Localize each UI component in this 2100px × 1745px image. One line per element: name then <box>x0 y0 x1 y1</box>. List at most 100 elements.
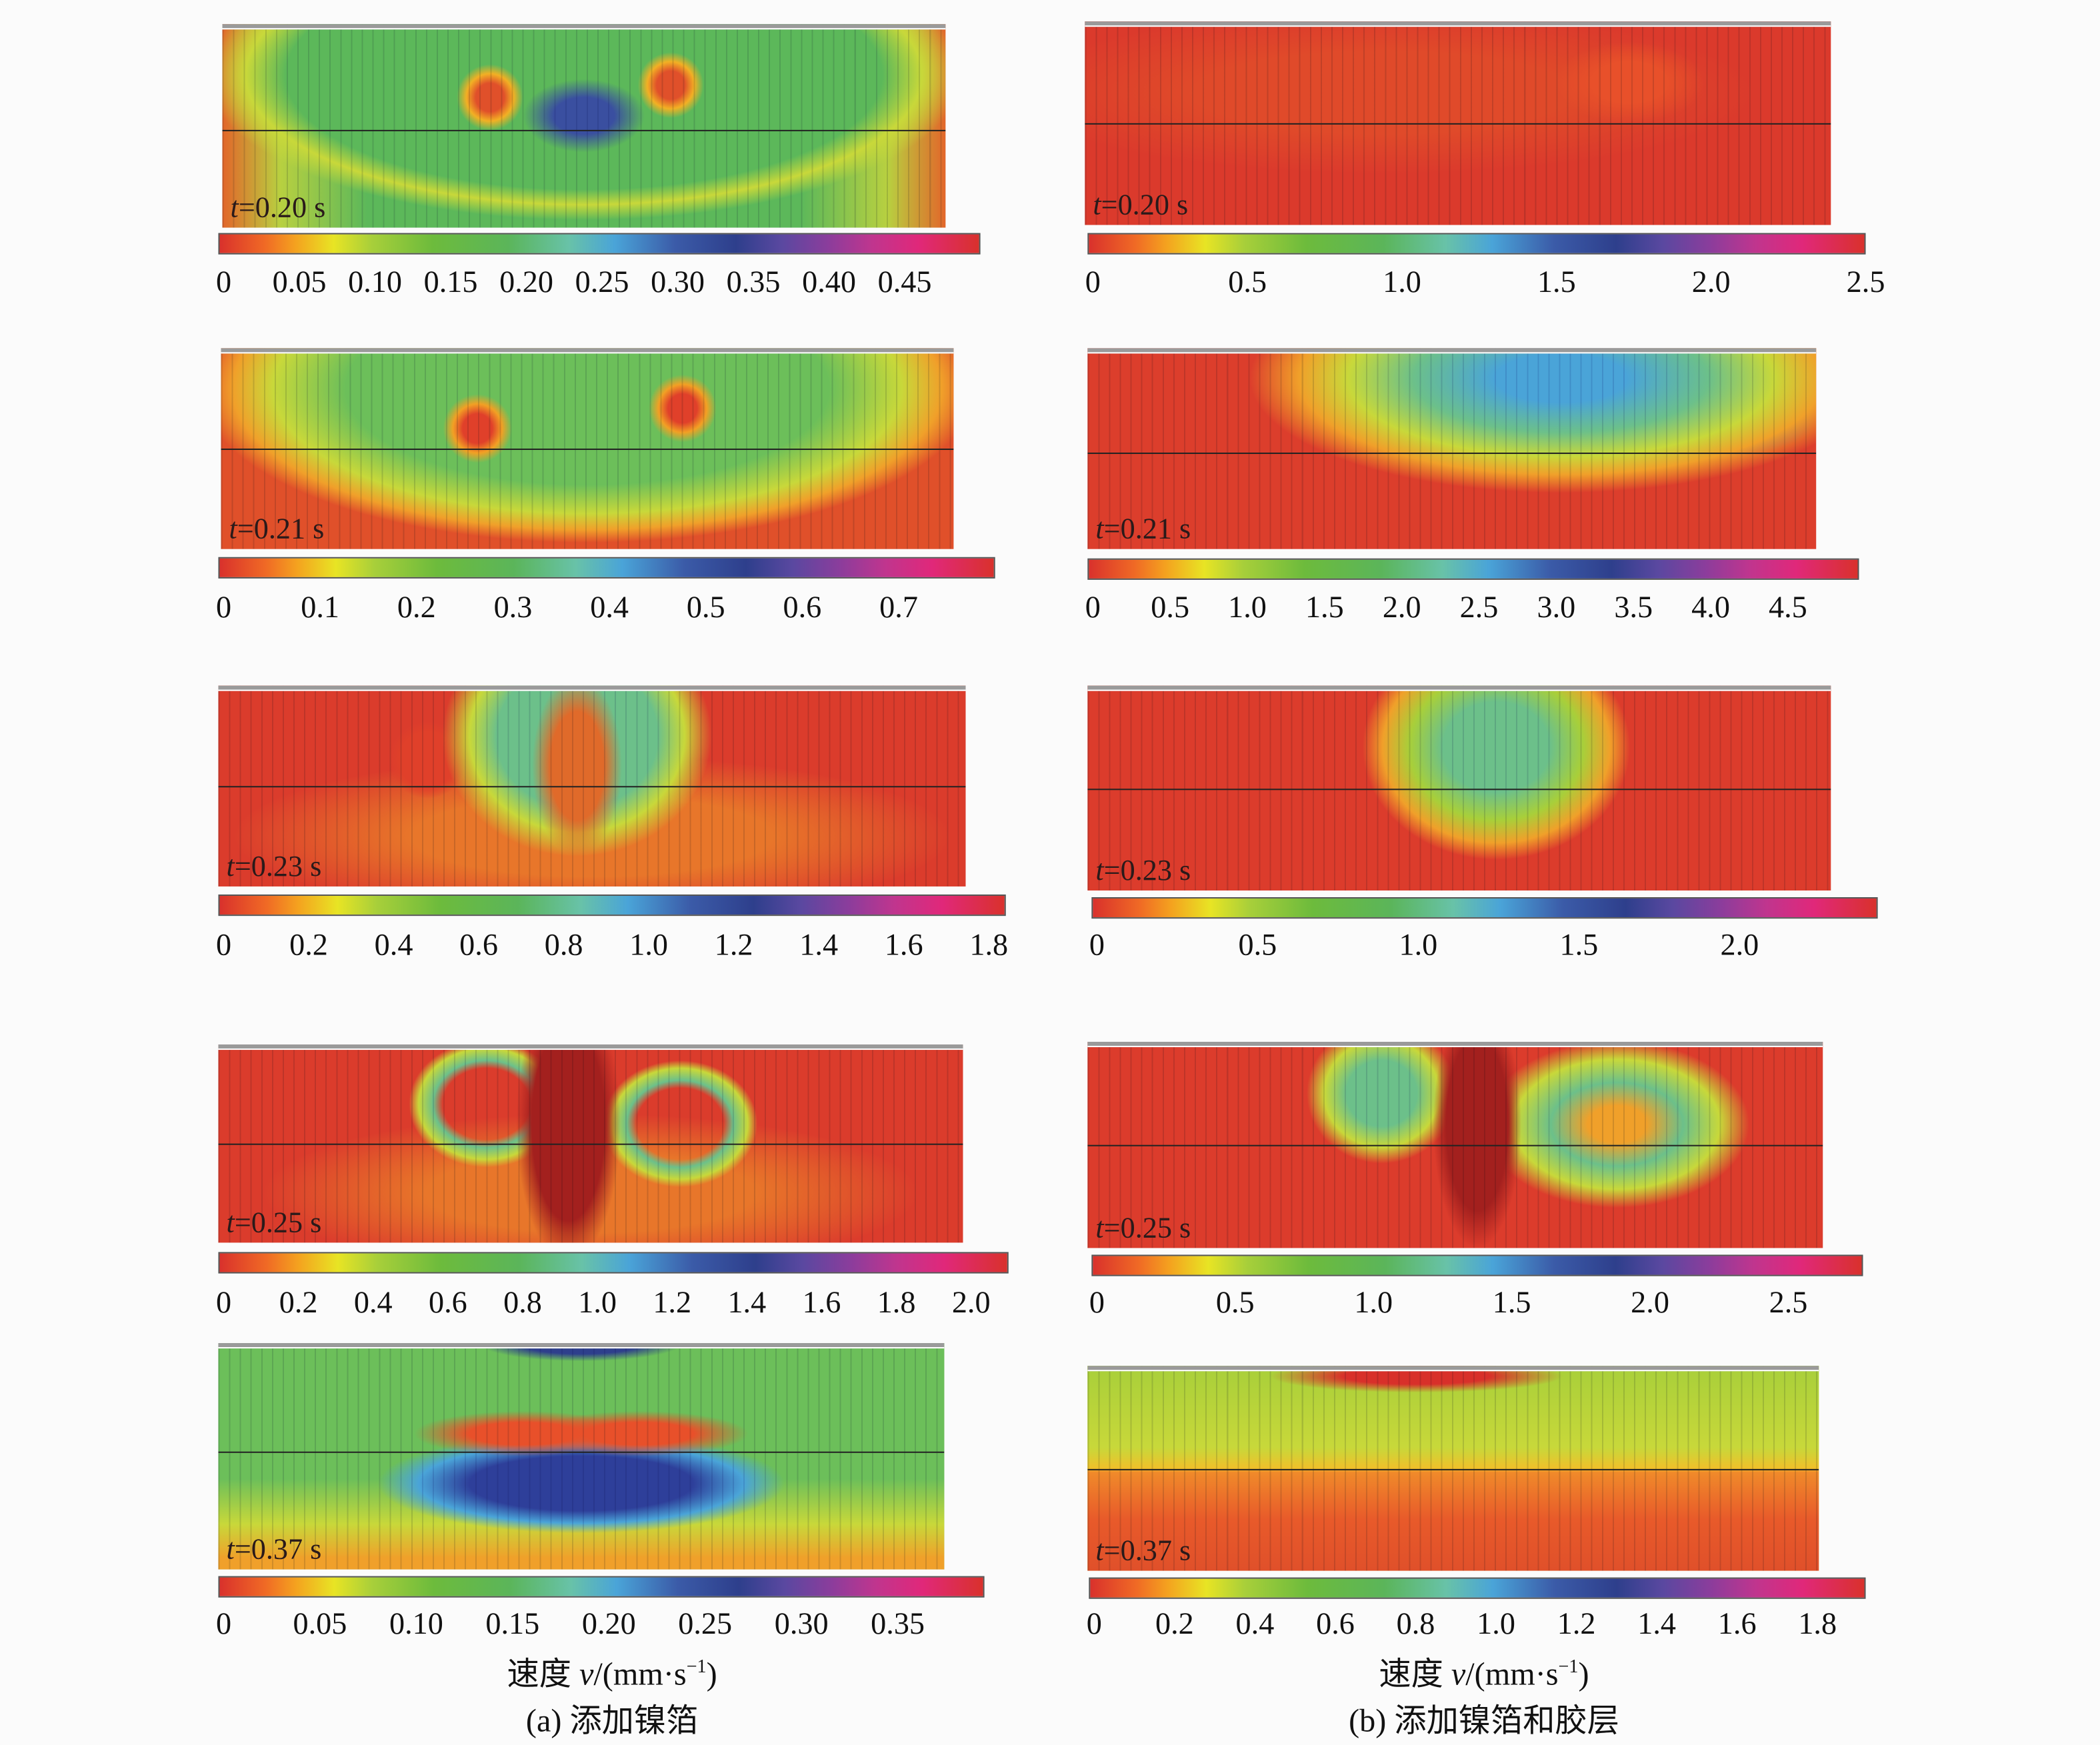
unit-exponent: −1 <box>1558 1658 1579 1678</box>
colorbar-tick-label: 0.30 <box>651 265 705 299</box>
subfigure-caption: (a) 添加镍箔 <box>525 1704 699 1740</box>
colorbar-tick-label: 0.6 <box>459 928 498 962</box>
surface-line <box>1087 1366 1819 1372</box>
velocity-field-panel: t=0.20 s <box>1085 21 1831 225</box>
unit-unit-close: ) <box>1578 1658 1589 1693</box>
colorbar-tick-label: 0.2 <box>1155 1606 1194 1641</box>
colorbar-tick-label: 0.8 <box>503 1285 542 1319</box>
colorbar-tick-label: 2.0 <box>1691 265 1731 299</box>
colorbar-tick-label: 2.5 <box>1769 1285 1808 1319</box>
colorbar-tick-label: 0 <box>1086 1606 1102 1641</box>
time-value: =0.23 s <box>234 849 322 882</box>
colorbar-tick-label: 2.0 <box>1720 928 1759 962</box>
time-value: =0.20 s <box>1101 187 1189 221</box>
interface-line <box>1087 1468 1819 1470</box>
velocity-field-panel: t=0.37 s <box>1087 1366 1819 1571</box>
colorbar-tick-label: 0.5 <box>1151 590 1190 625</box>
colorbar-tick-label: 0.8 <box>1396 1606 1435 1641</box>
colorbar-tick-label: 0.6 <box>428 1285 467 1319</box>
colorbar <box>218 233 981 255</box>
colorbar-tick-label: 1.2 <box>1557 1606 1596 1641</box>
time-value: =0.37 s <box>234 1532 322 1566</box>
colorbar-tick-label: 1.8 <box>877 1285 916 1319</box>
colorbar-tick-label: 0.40 <box>802 265 857 299</box>
time-value: =0.23 s <box>1103 853 1191 886</box>
colorbar-tick-label: 0.4 <box>590 590 629 625</box>
colorbar-tick-label: 1.4 <box>1637 1606 1677 1641</box>
surface-line <box>218 685 966 691</box>
colorbar-tick-label: 0.5 <box>1215 1285 1255 1319</box>
time-symbol: t <box>1095 853 1104 886</box>
colorbar <box>1087 558 1859 580</box>
colorbar-tick-label: 0.6 <box>1316 1606 1355 1641</box>
unit-unit-close: ) <box>706 1658 717 1693</box>
colorbar-tick-label: 0.8 <box>544 928 583 962</box>
time-value: =0.21 s <box>237 511 325 545</box>
colorbar-tick-label: 0.35 <box>871 1606 925 1641</box>
colorbar-tick-label: 0.5 <box>686 590 725 625</box>
colorbar <box>1089 1577 1866 1599</box>
colorbar-tick-label: 0.20 <box>581 1606 636 1641</box>
colorbar <box>1091 897 1878 919</box>
colorbar-tick-label: 0.15 <box>485 1606 540 1641</box>
velocity-field-panel: t=0.21 s <box>1087 348 1817 549</box>
colorbar-tick-label: 0.3 <box>493 590 533 625</box>
colorbar-tick-label: 0.10 <box>348 265 402 299</box>
colorbar-tick-label: 2.0 <box>951 1285 991 1319</box>
colorbar-tick-label: 0 <box>1085 265 1101 299</box>
colorbar-tick-label: 0.05 <box>293 1606 347 1641</box>
interface-line <box>218 1451 945 1453</box>
colorbar <box>218 894 1006 916</box>
time-symbol: t <box>1095 511 1104 545</box>
colorbar-tick-label: 0.4 <box>353 1285 393 1319</box>
colorbar-tick-label: 0 <box>1089 928 1105 962</box>
time-symbol: t <box>1093 187 1101 221</box>
unit-symbol: v <box>1451 1658 1466 1693</box>
colorbar-tick-label: 1.5 <box>1305 590 1344 625</box>
time-value: =0.37 s <box>1103 1533 1191 1567</box>
colorbar-tick-label: 0.25 <box>678 1606 733 1641</box>
unit-unit-open: /(mm·s <box>593 1658 687 1693</box>
colorbar-tick-label: 0.10 <box>389 1606 443 1641</box>
colorbar-tick-label: 0.20 <box>499 265 553 299</box>
colorbar-tick-label: 0.4 <box>374 928 413 962</box>
time-value: =0.25 s <box>234 1205 322 1239</box>
time-value: =0.25 s <box>1103 1210 1191 1244</box>
surface-line <box>1087 1042 1823 1048</box>
velocity-field-panel: t=0.20 s <box>222 24 946 228</box>
colorbar-tick-label: 0.25 <box>575 265 629 299</box>
colorbar-tick-label: 2.0 <box>1631 1285 1669 1319</box>
colorbar-tick-label: 1.2 <box>653 1285 692 1319</box>
velocity-field-panel: t=0.23 s <box>218 685 966 886</box>
time-symbol: t <box>1095 1533 1104 1567</box>
colorbar-tick-label: 0.5 <box>1228 265 1267 299</box>
colorbar-unit-label: 速度 v/(mm·s−1) <box>507 1647 717 1694</box>
time-label: t=0.37 s <box>227 1532 322 1566</box>
interface-line <box>221 449 954 451</box>
colorbar-tick-label: 2.0 <box>1382 590 1421 625</box>
velocity-field-panel: t=0.25 s <box>218 1044 963 1243</box>
colorbar-tick-label: 1.2 <box>714 928 753 962</box>
time-label: t=0.23 s <box>1095 853 1191 888</box>
colorbar-tick-label: 0 <box>215 265 232 299</box>
time-label: t=0.23 s <box>227 849 322 884</box>
unit-exponent: −1 <box>686 1658 707 1678</box>
colorbar-tick-label: 1.0 <box>1228 590 1267 625</box>
interface-line <box>1085 123 1831 125</box>
colorbar-tick-label: 0.5 <box>1238 928 1277 962</box>
colorbar-tick-label: 0.05 <box>272 265 327 299</box>
colorbar-tick-label: 1.4 <box>799 928 839 962</box>
colorbar-tick-label: 0.4 <box>1235 1606 1275 1641</box>
colorbar-tick-label: 1.4 <box>727 1285 767 1319</box>
surface-line <box>1087 348 1817 354</box>
colorbar-tick-label: 4.5 <box>1769 590 1807 625</box>
colorbar-tick-label: 0.7 <box>879 590 918 625</box>
unit-quantity: 速度 <box>1379 1658 1451 1693</box>
time-symbol: t <box>229 511 237 545</box>
colorbar-tick-label: 1.0 <box>1399 928 1438 962</box>
velocity-field-panel: t=0.21 s <box>221 348 954 549</box>
colorbar-tick-label: 1.0 <box>629 928 669 962</box>
time-label: t=0.37 s <box>1095 1533 1191 1568</box>
colorbar-tick-label: 1.5 <box>1537 265 1576 299</box>
colorbar-tick-label: 1.6 <box>884 928 923 962</box>
